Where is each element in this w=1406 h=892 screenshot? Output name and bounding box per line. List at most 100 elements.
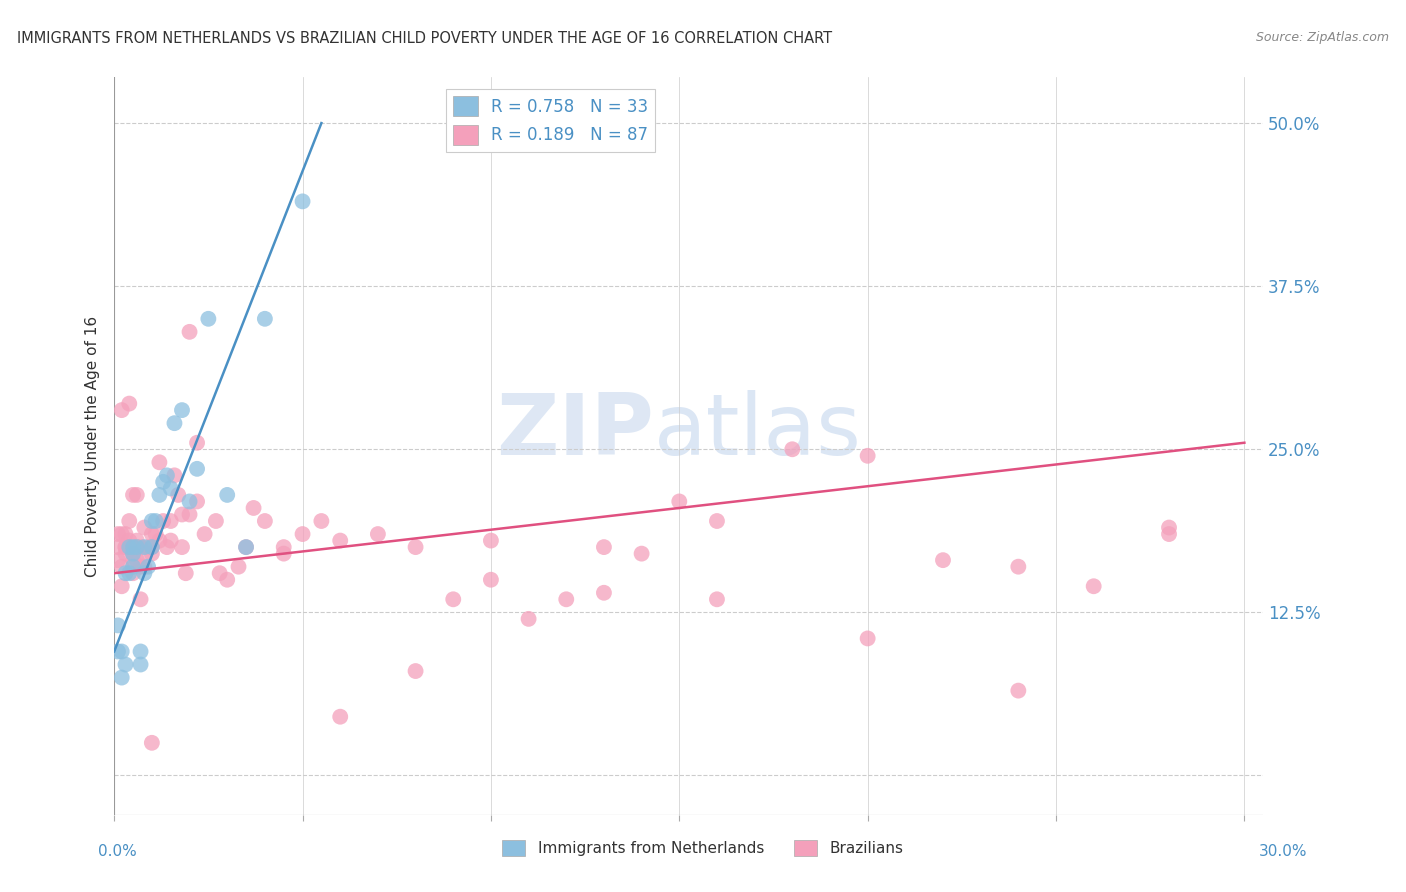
Point bbox=[107, 553, 129, 567]
Point bbox=[186, 494, 208, 508]
Point bbox=[517, 612, 540, 626]
Point bbox=[593, 586, 616, 600]
Point bbox=[706, 592, 728, 607]
Point bbox=[1157, 520, 1180, 534]
Point bbox=[228, 559, 250, 574]
Legend: R = 0.758   N = 33, R = 0.189   N = 87: R = 0.758 N = 33, R = 0.189 N = 87 bbox=[447, 89, 655, 152]
Point bbox=[706, 514, 728, 528]
Point bbox=[107, 618, 129, 632]
Point bbox=[163, 468, 186, 483]
Point bbox=[174, 566, 197, 581]
Point bbox=[118, 540, 141, 554]
Point bbox=[167, 488, 190, 502]
Point bbox=[134, 520, 156, 534]
Point bbox=[242, 500, 264, 515]
Point bbox=[170, 403, 193, 417]
Point bbox=[129, 657, 152, 672]
Point bbox=[141, 547, 163, 561]
Point bbox=[122, 540, 145, 554]
Point bbox=[111, 527, 134, 541]
Point bbox=[253, 514, 276, 528]
Point bbox=[111, 644, 134, 658]
Point bbox=[235, 540, 257, 554]
Point bbox=[329, 533, 352, 548]
Text: Source: ZipAtlas.com: Source: ZipAtlas.com bbox=[1256, 31, 1389, 45]
Point bbox=[125, 553, 148, 567]
Point bbox=[441, 592, 464, 607]
Point bbox=[152, 514, 174, 528]
Point bbox=[156, 540, 179, 554]
Y-axis label: Child Poverty Under the Age of 16: Child Poverty Under the Age of 16 bbox=[86, 316, 100, 576]
Point bbox=[141, 514, 163, 528]
Text: atlas: atlas bbox=[654, 390, 862, 473]
Point bbox=[134, 540, 156, 554]
Point bbox=[122, 559, 145, 574]
Point bbox=[159, 482, 181, 496]
Text: 0.0%: 0.0% bbox=[98, 845, 138, 859]
Point bbox=[405, 664, 427, 678]
Point bbox=[217, 488, 239, 502]
Point bbox=[197, 311, 219, 326]
Point bbox=[107, 644, 129, 658]
Point bbox=[156, 468, 179, 483]
Point bbox=[114, 540, 136, 554]
Point bbox=[141, 540, 163, 554]
Text: 30.0%: 30.0% bbox=[1260, 845, 1308, 859]
Point bbox=[856, 632, 879, 646]
Point bbox=[122, 488, 145, 502]
Point bbox=[367, 527, 389, 541]
Point bbox=[152, 475, 174, 489]
Point bbox=[186, 462, 208, 476]
Point bbox=[932, 553, 955, 567]
Point bbox=[405, 540, 427, 554]
Point bbox=[856, 449, 879, 463]
Point bbox=[118, 566, 141, 581]
Point bbox=[129, 540, 152, 554]
Point bbox=[141, 736, 163, 750]
Point bbox=[111, 559, 134, 574]
Point bbox=[114, 547, 136, 561]
Legend: Immigrants from Netherlands, Brazilians: Immigrants from Netherlands, Brazilians bbox=[496, 834, 910, 862]
Point bbox=[111, 403, 134, 417]
Point bbox=[170, 508, 193, 522]
Point bbox=[273, 540, 295, 554]
Point bbox=[129, 559, 152, 574]
Point bbox=[118, 540, 141, 554]
Point bbox=[141, 527, 163, 541]
Point bbox=[111, 671, 134, 685]
Point bbox=[118, 514, 141, 528]
Point bbox=[134, 566, 156, 581]
Point bbox=[179, 494, 201, 508]
Point bbox=[122, 553, 145, 567]
Point bbox=[479, 533, 502, 548]
Point bbox=[122, 547, 145, 561]
Point bbox=[205, 514, 228, 528]
Point bbox=[630, 547, 652, 561]
Point bbox=[186, 435, 208, 450]
Point bbox=[291, 194, 314, 209]
Point bbox=[107, 527, 129, 541]
Point bbox=[125, 540, 148, 554]
Point bbox=[208, 566, 231, 581]
Point bbox=[235, 540, 257, 554]
Point bbox=[159, 514, 181, 528]
Point bbox=[179, 325, 201, 339]
Point bbox=[1083, 579, 1105, 593]
Point bbox=[311, 514, 333, 528]
Point bbox=[141, 540, 163, 554]
Point bbox=[125, 488, 148, 502]
Point bbox=[1007, 559, 1029, 574]
Point bbox=[122, 547, 145, 561]
Point bbox=[1157, 527, 1180, 541]
Text: IMMIGRANTS FROM NETHERLANDS VS BRAZILIAN CHILD POVERTY UNDER THE AGE OF 16 CORRE: IMMIGRANTS FROM NETHERLANDS VS BRAZILIAN… bbox=[17, 31, 832, 46]
Point bbox=[111, 579, 134, 593]
Point bbox=[145, 514, 167, 528]
Point bbox=[129, 592, 152, 607]
Point bbox=[122, 566, 145, 581]
Point bbox=[136, 540, 159, 554]
Point bbox=[136, 559, 159, 574]
Point bbox=[273, 547, 295, 561]
Point bbox=[114, 527, 136, 541]
Point bbox=[114, 657, 136, 672]
Point bbox=[145, 527, 167, 541]
